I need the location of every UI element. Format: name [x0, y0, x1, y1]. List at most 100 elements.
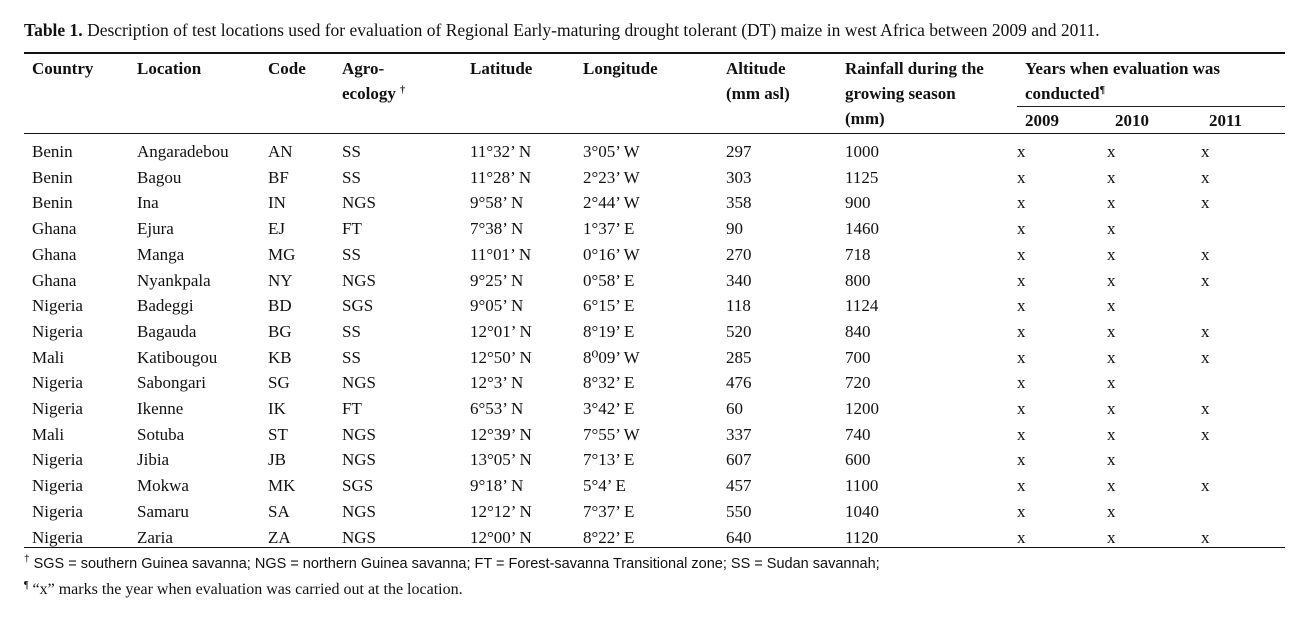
cell-agro-ecology: NGS — [342, 501, 377, 521]
footnote-x-marks: ¶ “x” marks the year when evaluation was… — [24, 577, 1294, 602]
table-row: Ghana Ejura EJ FT 7°38’ N 1°37’ E 90 1460 x x — [24, 216, 1285, 242]
cell-year-2009: x — [1017, 167, 1026, 187]
cell-location: Sabongari — [137, 373, 206, 393]
cell-year-2011: x — [1201, 476, 1210, 496]
cell-country: Mali — [32, 424, 65, 444]
cell-altitude: 270 — [726, 244, 752, 264]
table-row: Ghana Nyankpala NY NGS 9°25’ N 0°58’ E 340 800 x… — [24, 268, 1285, 294]
cell-altitude: 457 — [726, 476, 752, 496]
cell-location: Manga — [137, 244, 185, 264]
cell-latitude: 9°25’ N — [470, 270, 524, 290]
cell-latitude: 9°58’ N — [470, 193, 524, 213]
cell-rainfall: 1100 — [845, 476, 879, 496]
cell-code: EJ — [268, 219, 285, 239]
table-row: Nigeria Mokwa MK SGS 9°18’ N 5°4’ E 457 1100 x x x — [24, 473, 1285, 499]
cell-year-2010: x — [1107, 373, 1116, 393]
table-row: Benin Bagou BF SS 11°28’ N 2°23’ W 303 1125 x x x — [24, 165, 1285, 191]
cell-location: Zaria — [137, 527, 173, 547]
cell-country: Nigeria — [32, 450, 83, 470]
cell-longitude: 8°19’ E — [583, 321, 635, 341]
cell-year-2010: x — [1107, 270, 1116, 290]
cell-year-2011 — [1201, 370, 1285, 396]
cell-code: IN — [268, 193, 286, 213]
cell-agro-ecology: FT — [342, 219, 362, 239]
cell-altitude: 60 — [726, 399, 743, 419]
cell-code: BG — [268, 321, 292, 341]
cell-altitude: 550 — [726, 501, 752, 521]
cell-year-2009: x — [1017, 501, 1026, 521]
cell-longitude: 5°4’ E — [583, 476, 626, 496]
table-row: Nigeria Badeggi BD SGS 9°05’ N 6°15’ E 118 1124… — [24, 293, 1285, 319]
cell-longitude: 8°32’ E — [583, 373, 635, 393]
cell-location: Samaru — [137, 501, 189, 521]
header-country: Country — [32, 59, 94, 78]
cell-altitude: 297 — [726, 142, 752, 161]
cell-latitude: 12°39’ N — [470, 424, 532, 444]
cell-year-2010: x — [1107, 450, 1116, 470]
footnotes: † SGS = southern Guinea savanna; NGS = n… — [24, 552, 1294, 602]
cell-code: SG — [268, 373, 290, 393]
cell-country: Nigeria — [32, 399, 83, 419]
table-row: Nigeria Sabongari SG NGS 12°3’ N 8°32’ E 476 72… — [24, 370, 1285, 396]
cell-year-2009: x — [1017, 321, 1026, 341]
cell-year-2011: x — [1201, 142, 1210, 161]
cell-code: SA — [268, 501, 290, 521]
cell-latitude: 12°01’ N — [470, 321, 532, 341]
header-agro-ecology: Agro- ecology † — [334, 52, 462, 133]
cell-agro-ecology: SS — [342, 347, 361, 367]
cell-year-2009: x — [1017, 476, 1026, 496]
cell-country: Benin — [32, 193, 73, 213]
cell-year-2010: x — [1107, 142, 1116, 161]
cell-location: Jibia — [137, 450, 170, 470]
cell-year-2009: x — [1017, 296, 1026, 316]
cell-code: BF — [268, 167, 289, 187]
cell-year-2009: x — [1017, 399, 1026, 419]
cell-agro-ecology: SS — [342, 244, 361, 264]
header-years: Years when evaluation was conducted¶ — [1017, 52, 1286, 107]
cell-agro-ecology: SS — [342, 321, 361, 341]
cell-year-2011 — [1201, 499, 1285, 525]
footnote-agroecology: † SGS = southern Guinea savanna; NGS = n… — [24, 552, 1294, 577]
cell-country: Nigeria — [32, 501, 83, 521]
cell-country: Nigeria — [32, 476, 83, 496]
cell-country: Nigeria — [32, 321, 83, 341]
cell-longitude: 7°37’ E — [583, 501, 635, 521]
cell-year-2010: x — [1107, 399, 1116, 419]
top-rule — [24, 52, 1285, 54]
header-rainfall: Rainfall during the growing season (mm) — [837, 52, 1017, 133]
cell-year-2011 — [1201, 216, 1285, 242]
cell-altitude: 118 — [726, 296, 751, 316]
cell-code: JB — [268, 450, 286, 470]
cell-longitude: 0°58’ E — [583, 270, 635, 290]
header-year-2011: 2011 — [1209, 111, 1243, 130]
cell-agro-ecology: NGS — [342, 527, 377, 547]
cell-longitude: 1°37’ E — [583, 219, 635, 239]
cell-year-2009: x — [1017, 347, 1026, 367]
header-location: Location — [137, 59, 202, 78]
cell-rainfall: 700 — [845, 347, 871, 367]
table-row: Nigeria Samaru SA NGS 12°12’ N 7°37’ E 550 1040… — [24, 499, 1285, 525]
cell-year-2010: x — [1107, 347, 1116, 367]
header-rainfall-line2: growing season — [845, 84, 956, 103]
cell-year-2011: x — [1201, 193, 1210, 213]
dagger-mark: † — [400, 85, 406, 96]
cell-location: Sotuba — [137, 424, 185, 444]
cell-rainfall: 720 — [845, 373, 871, 393]
cell-year-2011: x — [1201, 321, 1210, 341]
cell-altitude: 337 — [726, 424, 752, 444]
cell-location: Nyankpala — [137, 270, 211, 290]
cell-country: Benin — [32, 142, 73, 161]
cell-year-2010: x — [1107, 219, 1116, 239]
cell-year-2010: x — [1107, 476, 1116, 496]
cell-year-2009: x — [1017, 373, 1026, 393]
cell-altitude: 476 — [726, 373, 752, 393]
cell-code: MG — [268, 244, 296, 264]
cell-longitude: 7°13’ E — [583, 450, 635, 470]
cell-code: KB — [268, 347, 292, 367]
cell-rainfall: 1040 — [845, 501, 879, 521]
cell-year-2010: x — [1107, 244, 1116, 264]
cell-rainfall: 800 — [845, 270, 871, 290]
cell-longitude: 3°05’ W — [583, 142, 640, 161]
cell-year-2011: x — [1201, 347, 1210, 367]
